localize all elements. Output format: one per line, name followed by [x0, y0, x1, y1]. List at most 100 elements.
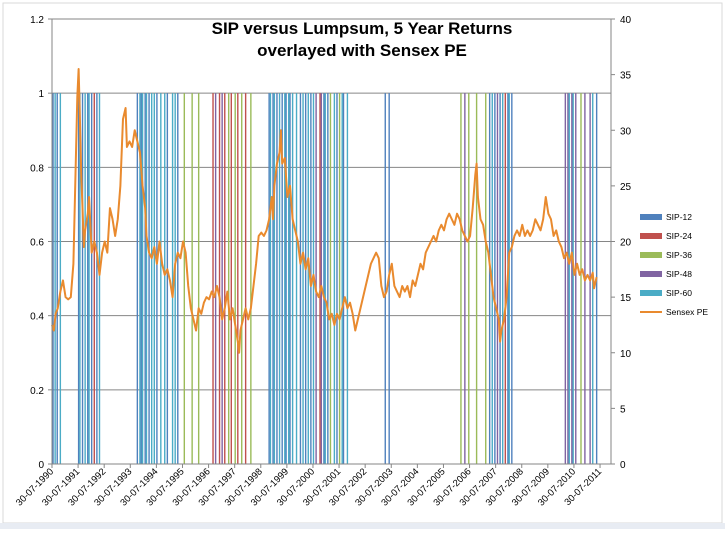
bar-sip-12: [268, 93, 270, 465]
bar-sip-60: [302, 93, 304, 465]
y-right-tick-label: 30: [620, 126, 632, 137]
legend-label: SIP-36: [666, 250, 692, 260]
bar-sip-24: [224, 93, 226, 465]
bar-sip-60: [139, 93, 141, 465]
y-right-tick-label: 40: [620, 15, 632, 26]
bar-sip-12: [511, 93, 513, 465]
bar-sip-60: [502, 93, 504, 465]
bar-sip-60: [269, 93, 272, 465]
bar-sip-36: [485, 93, 487, 465]
legend-label: SIP-60: [666, 288, 692, 298]
bar-sip-60: [171, 93, 174, 465]
y-right-tick-label: 35: [620, 71, 632, 82]
bar-sip-36: [468, 93, 470, 465]
bar-sip-60: [54, 93, 56, 465]
y-left-tick-label: 1.2: [30, 15, 44, 26]
bar-sip-60: [141, 93, 144, 465]
bar-sip-60: [278, 93, 281, 465]
bar-sip-12: [77, 93, 80, 465]
bar-sip-12: [156, 93, 158, 465]
bar-sip-12: [56, 93, 58, 465]
bar-sip-24: [319, 93, 321, 465]
pe-line-layer: [51, 68, 598, 354]
y-right-tick-label: 0: [620, 460, 626, 471]
bar-sip-12: [144, 93, 146, 465]
y-right-tick-label: 10: [620, 349, 632, 360]
bar-sip-12: [384, 93, 386, 465]
y-left-tick-label: 1: [38, 89, 44, 100]
bar-sip-12: [281, 93, 283, 465]
bar-sip-48: [315, 93, 317, 465]
bar-sip-60: [284, 93, 286, 465]
legend-swatch: [640, 214, 662, 220]
y-right-tick-label: 25: [620, 182, 632, 193]
bar-sip-36: [191, 93, 193, 465]
bar-sip-24: [218, 93, 221, 465]
bar-sip-12: [166, 93, 169, 465]
y-left-tick-label: 0: [38, 460, 44, 471]
bar-sip-48: [214, 93, 217, 465]
bar-sip-12: [177, 93, 179, 465]
bar-sip-60: [346, 93, 349, 465]
bar-sip-36: [460, 93, 462, 465]
bar-sip-60: [98, 93, 101, 465]
bar-sip-48: [464, 93, 466, 465]
bar-sip-60: [150, 93, 153, 465]
legend-label: SIP-24: [666, 231, 692, 241]
bar-sip-36: [183, 93, 186, 465]
bar-sip-12: [272, 93, 274, 465]
bar-sip-12: [285, 93, 287, 465]
bar-sip-12: [52, 93, 54, 465]
bar-sip-12: [136, 93, 139, 465]
bar-sip-36: [338, 93, 341, 465]
bar-sip-48: [567, 93, 569, 465]
bar-sip-60: [84, 93, 86, 465]
bar-sip-60: [59, 93, 62, 465]
bar-sip-12: [81, 93, 84, 465]
bar-sip-60: [508, 93, 510, 465]
bar-sip-60: [288, 93, 290, 465]
bar-sip-48: [496, 93, 499, 465]
bar-sip-36: [580, 93, 582, 465]
bar-sip-24: [93, 93, 95, 465]
bar-sip-24: [230, 93, 232, 465]
legend-label: SIP-48: [666, 269, 692, 279]
bar-sip-48: [575, 93, 577, 465]
y-left-tick-label: 0.4: [30, 312, 44, 323]
bar-sip-24: [212, 93, 214, 465]
bar-sip-12: [336, 93, 338, 465]
bar-sip-60: [341, 93, 343, 465]
bar-sip-12: [289, 93, 291, 465]
bar-sip-48: [221, 93, 223, 465]
bar-sip-48: [571, 93, 573, 465]
y-right-tick-label: 15: [620, 293, 632, 304]
bar-sip-60: [324, 93, 326, 465]
bar-sip-12: [140, 93, 142, 465]
bar-sip-60: [153, 93, 155, 465]
bar-sip-60: [160, 93, 162, 465]
bar-sip-12: [499, 93, 501, 465]
bar-sip-12: [304, 93, 307, 465]
bar-sip-36: [234, 93, 236, 465]
bar-sip-60: [79, 93, 81, 465]
bar-sip-12: [299, 93, 302, 465]
bar-sip-48: [320, 93, 323, 465]
bar-sip-60: [333, 93, 336, 465]
sheet-strip: [0, 523, 725, 529]
bar-sip-24: [504, 93, 507, 465]
y-right-tick-label: 5: [620, 404, 626, 415]
bar-sip-36: [475, 93, 478, 465]
bar-sip-60: [572, 93, 574, 465]
legend-swatch: [640, 252, 662, 258]
bar-sip-12: [87, 93, 89, 465]
bar-sip-60: [307, 93, 309, 465]
y-left-tick-label: 0.2: [30, 386, 44, 397]
bar-sip-60: [291, 93, 294, 465]
bar-sip-36: [227, 93, 230, 465]
bar-sip-36: [197, 93, 200, 465]
bar-sip-12: [488, 93, 491, 465]
y-left-tick-label: 0.6: [30, 238, 44, 249]
